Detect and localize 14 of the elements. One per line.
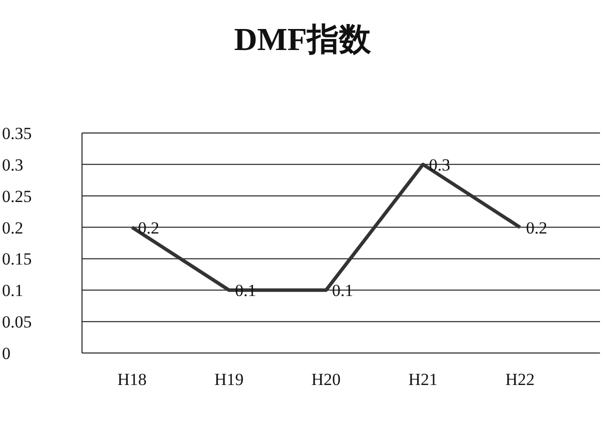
y-tick-label: 0.2: [2, 218, 24, 238]
x-tick-label: H18: [117, 370, 147, 390]
x-tick-label: H21: [408, 370, 438, 390]
y-tick-label: 0.15: [2, 250, 32, 269]
y-tick-label: 0.35: [2, 124, 32, 144]
chart-title: DMF指数: [233, 20, 372, 59]
y-tick-label: 0.25: [2, 186, 32, 206]
x-tick-label: H22: [505, 370, 535, 390]
x-tick-label: H19: [214, 370, 244, 390]
y-tick-label: 0.1: [2, 281, 24, 300]
y-tick-label: 0: [2, 344, 10, 364]
y-tick-label: 0.05: [2, 312, 32, 332]
x-tick-label: H20: [311, 370, 341, 390]
y-tick-label: 0.3: [2, 155, 24, 174]
